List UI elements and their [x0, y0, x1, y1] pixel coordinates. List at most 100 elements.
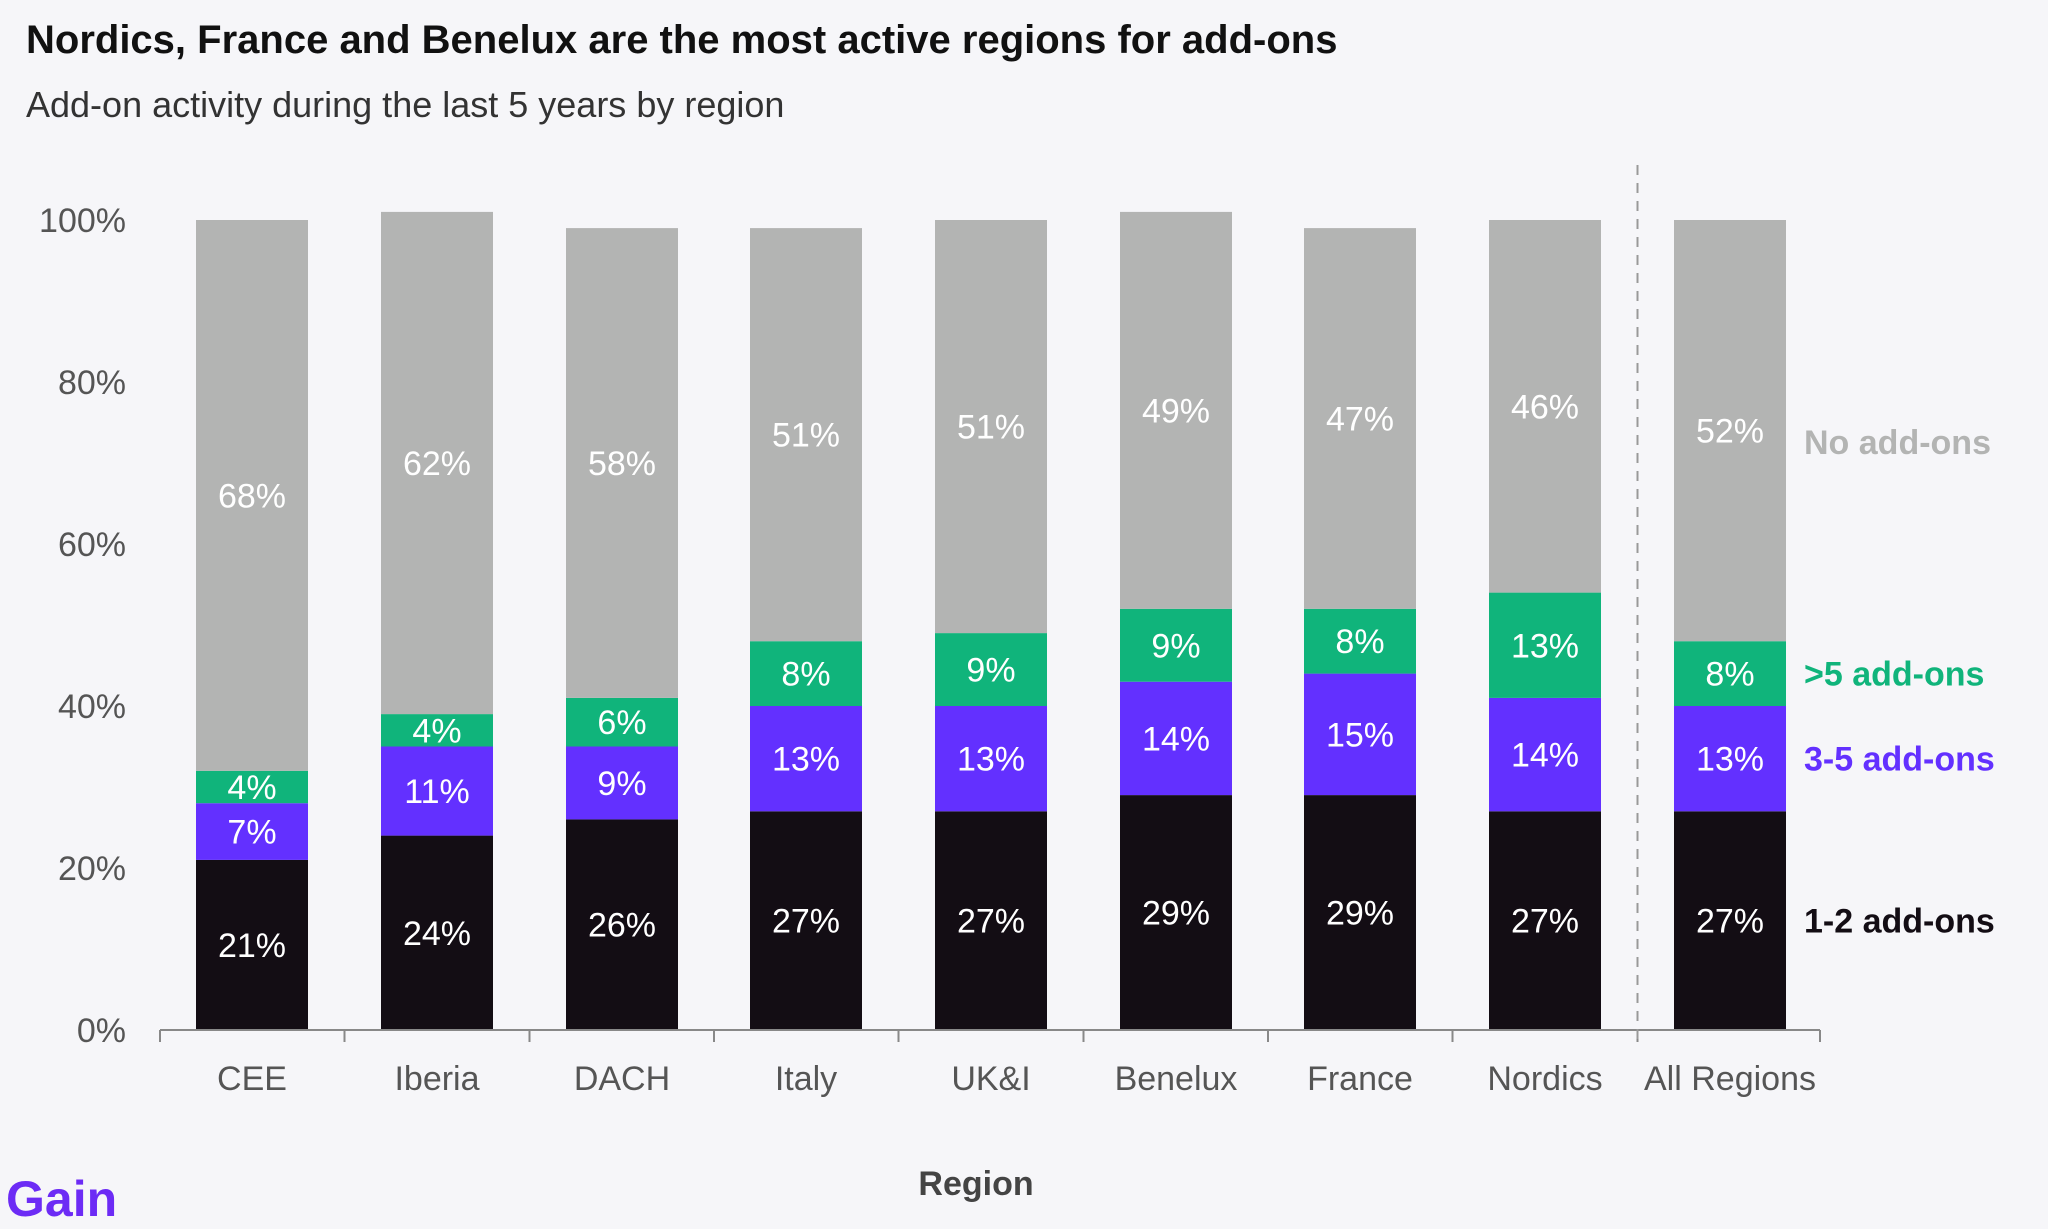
- data-label: 9%: [1151, 627, 1200, 665]
- bar-segment-3-5-add-ons: [1674, 706, 1786, 812]
- data-label: 27%: [1511, 903, 1579, 941]
- bar-segment--5-add-ons: [750, 641, 862, 706]
- bar-segment-no-add-ons: [196, 220, 308, 771]
- y-tick-label: 20%: [58, 850, 126, 888]
- data-label: 7%: [227, 814, 276, 852]
- legend-label: 3-5 add-ons: [1804, 741, 1995, 779]
- data-label: 51%: [957, 409, 1025, 447]
- bar-segment-no-add-ons: [1304, 228, 1416, 609]
- data-label: 49%: [1142, 392, 1210, 430]
- bar-segment--5-add-ons: [1304, 608, 1416, 674]
- data-label: 62%: [403, 445, 471, 483]
- bar-segment-1-2-add-ons: [1304, 795, 1416, 1030]
- bar-segment-3-5-add-ons: [566, 746, 678, 820]
- data-label: 8%: [781, 656, 830, 694]
- bar-segment-no-add-ons: [566, 228, 678, 698]
- data-label: 8%: [1335, 623, 1384, 661]
- data-label: 13%: [957, 741, 1025, 779]
- data-label: 51%: [772, 417, 840, 455]
- x-tick-label: Benelux: [1115, 1060, 1238, 1098]
- bar-segment-3-5-add-ons: [1120, 681, 1232, 796]
- data-label: 27%: [1696, 903, 1764, 941]
- bar-segment--5-add-ons: [935, 633, 1047, 706]
- y-tick-label: 100%: [39, 202, 126, 240]
- data-label: 11%: [404, 773, 470, 811]
- chart-subtitle: Add-on activity during the last 5 years …: [26, 84, 785, 125]
- x-tick-label: CEE: [217, 1060, 287, 1098]
- bar-segment--5-add-ons: [196, 770, 308, 804]
- legend: 1-2 add-ons 3-5 add-ons >5 add-ons No add-o…: [1804, 424, 1995, 941]
- gain-logo: Gain: [6, 1171, 118, 1227]
- bar-segment-1-2-add-ons: [566, 819, 678, 1030]
- data-label: 24%: [403, 915, 471, 953]
- bar-segment-1-2-add-ons: [1489, 811, 1601, 1030]
- bar-segment-1-2-add-ons: [381, 835, 493, 1030]
- bar-segment-1-2-add-ons: [1120, 795, 1232, 1030]
- data-label: 4%: [412, 712, 461, 750]
- data-label: 68%: [218, 477, 286, 515]
- bar-segment-3-5-add-ons: [196, 803, 308, 860]
- bar-segment-no-add-ons: [935, 220, 1047, 634]
- chart-title: Nordics, France and Benelux are the most…: [26, 18, 1338, 62]
- data-label: 46%: [1511, 388, 1579, 426]
- x-tick-label: DACH: [574, 1060, 670, 1098]
- legend-label: 1-2 add-ons: [1804, 903, 1995, 941]
- bar-segment-1-2-add-ons: [1674, 811, 1786, 1030]
- data-label: 6%: [597, 704, 646, 742]
- bar-segment-3-5-add-ons: [381, 746, 493, 836]
- data-label: 4%: [227, 769, 276, 807]
- y-tick-label: 80%: [58, 364, 126, 402]
- y-tick-label: 0%: [77, 1012, 126, 1050]
- y-tick-label: 60%: [58, 526, 126, 564]
- data-label: 9%: [597, 765, 646, 803]
- data-label: 13%: [1696, 741, 1764, 779]
- data-label: 47%: [1326, 400, 1394, 438]
- bar-segment-no-add-ons: [1489, 220, 1601, 593]
- bar-segment-1-2-add-ons: [935, 811, 1047, 1030]
- bar-segment-no-add-ons: [1674, 220, 1786, 642]
- x-tick-label: Nordics: [1487, 1060, 1602, 1098]
- bars-group: 21% 7% 4% 68% 24% 11% 4% 62% 26% 9% 6% 58% 27% 13% 8% 5…: [196, 211, 1786, 1030]
- x-tick-label: France: [1307, 1060, 1413, 1098]
- bar-segment-3-5-add-ons: [935, 706, 1047, 812]
- x-axis-title: Region: [918, 1165, 1033, 1203]
- bar-segment-3-5-add-ons: [750, 706, 862, 812]
- data-label: 26%: [588, 907, 656, 945]
- data-label: 29%: [1326, 895, 1394, 933]
- data-label: 58%: [588, 445, 656, 483]
- bar-segment-3-5-add-ons: [1304, 673, 1416, 796]
- data-label: 8%: [1705, 656, 1754, 694]
- legend-label: >5 add-ons: [1804, 656, 1984, 694]
- y-axis: 0% 20% 40% 60% 80% 100%: [39, 202, 126, 1050]
- data-label: 21%: [218, 927, 286, 965]
- bar-segment-3-5-add-ons: [1489, 697, 1601, 812]
- bar-segment-1-2-add-ons: [750, 811, 862, 1030]
- x-tick-label: Italy: [775, 1060, 837, 1098]
- legend-label: No add-ons: [1804, 424, 1991, 462]
- bar-segment-no-add-ons: [750, 228, 862, 642]
- bar-segment--5-add-ons: [381, 714, 493, 747]
- bar-segment--5-add-ons: [1120, 608, 1232, 682]
- bar-segment--5-add-ons: [1489, 592, 1601, 698]
- data-label: 9%: [966, 652, 1015, 690]
- data-label: 15%: [1326, 716, 1394, 754]
- bar-segment-1-2-add-ons: [196, 859, 308, 1030]
- data-label: 27%: [957, 903, 1025, 941]
- data-label: 14%: [1511, 737, 1579, 775]
- data-label: 14%: [1142, 720, 1210, 758]
- bar-segment-no-add-ons: [1120, 211, 1232, 609]
- data-label: 27%: [772, 903, 840, 941]
- x-tick-label: UK&I: [951, 1060, 1030, 1098]
- x-axis: CEE Iberia DACH Italy UK&I Benelux France Nordi…: [159, 165, 1821, 1098]
- y-tick-label: 40%: [58, 688, 126, 726]
- bar-segment--5-add-ons: [1674, 641, 1786, 706]
- data-label: 52%: [1696, 413, 1764, 451]
- bar-segment-no-add-ons: [381, 211, 493, 715]
- x-tick-label: All Regions: [1644, 1060, 1816, 1098]
- x-tick-label: Iberia: [394, 1060, 479, 1098]
- bar-segment--5-add-ons: [566, 697, 678, 747]
- data-label: 29%: [1142, 895, 1210, 933]
- data-label: 13%: [1511, 627, 1579, 665]
- data-label: 13%: [772, 741, 840, 779]
